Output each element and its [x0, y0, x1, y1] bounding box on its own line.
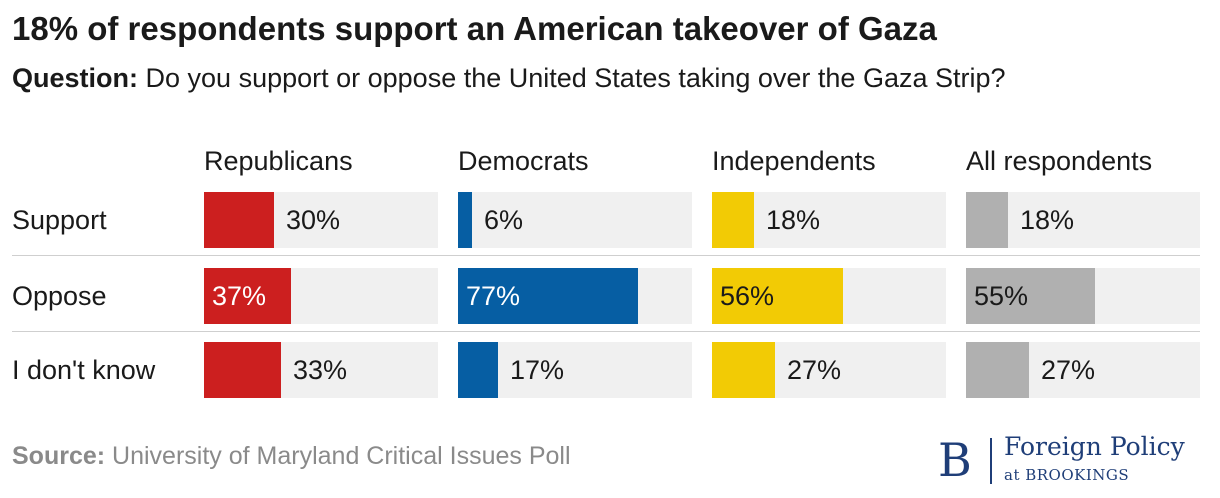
column-header-independents: Independents — [712, 146, 876, 176]
row-separator — [12, 255, 1200, 256]
data-label: 55% — [974, 281, 1029, 311]
logo-divider — [990, 438, 992, 484]
row-label-i-don-t-know: I don't know — [12, 355, 156, 385]
data-label: 37% — [212, 281, 267, 311]
row-label-oppose: Oppose — [12, 281, 107, 311]
data-label: 77% — [466, 281, 521, 311]
logo-mark: B — [938, 433, 972, 487]
data-label: 33% — [293, 355, 348, 385]
data-label: 27% — [1041, 355, 1096, 385]
bar-track: 6% — [458, 192, 692, 248]
bar-democrats-i-don-t-know — [458, 342, 498, 398]
logo-name: Foreign Policy — [1004, 432, 1185, 461]
bar-track: 17% — [458, 342, 692, 398]
bar-democrats-oppose — [458, 268, 638, 324]
row-separator — [12, 331, 1200, 332]
bar-track: 37% — [204, 268, 438, 324]
bar-track: 55% — [966, 268, 1200, 324]
bar-republicans-oppose — [204, 268, 291, 324]
data-label: 18% — [1020, 205, 1075, 235]
subtitle-prefix: Question: — [12, 63, 138, 93]
bar-track: 27% — [712, 342, 946, 398]
data-label: 18% — [766, 205, 821, 235]
bar-republicans-i-don-t-know — [204, 342, 281, 398]
chart-subtitle: Question: Do you support or oppose the U… — [12, 63, 1006, 94]
column-header-republicans: Republicans — [204, 146, 353, 176]
subtitle-question: Do you support or oppose the United Stat… — [145, 63, 1006, 93]
chart-title: 18% of respondents support an American t… — [12, 10, 937, 47]
data-label: 27% — [787, 355, 842, 385]
logo-subtitle: at BROOKINGS — [1004, 466, 1130, 484]
data-label: 56% — [720, 281, 775, 311]
bar-all-support — [966, 192, 1008, 248]
bar-track: 27% — [966, 342, 1200, 398]
bar-track: 30% — [204, 192, 438, 248]
bar-track: 77% — [458, 268, 692, 324]
bar-track: 18% — [966, 192, 1200, 248]
bar-republicans-support — [204, 192, 274, 248]
brookings-logo: B Foreign Policy at BROOKINGS — [938, 432, 1208, 492]
source-text: University of Maryland Critical Issues P… — [112, 442, 571, 470]
row-label-support: Support — [12, 205, 107, 235]
column-header-democrats: Democrats — [458, 146, 589, 176]
data-label: 6% — [484, 205, 524, 235]
column-header-all: All respondents — [966, 146, 1153, 176]
source-prefix: Source: — [12, 442, 106, 470]
bar-all-i-don-t-know — [966, 342, 1029, 398]
bar-independents-oppose — [712, 268, 843, 324]
data-label: 17% — [510, 355, 565, 385]
data-label: 30% — [286, 205, 341, 235]
bar-democrats-support — [458, 192, 472, 248]
source-note: Source: University of Maryland Critical … — [12, 442, 571, 471]
bar-all-oppose — [966, 268, 1095, 324]
bar-track: 18% — [712, 192, 946, 248]
bar-independents-support — [712, 192, 754, 248]
bar-track: 56% — [712, 268, 946, 324]
bar-independents-i-don-t-know — [712, 342, 775, 398]
bar-track: 33% — [204, 342, 438, 398]
